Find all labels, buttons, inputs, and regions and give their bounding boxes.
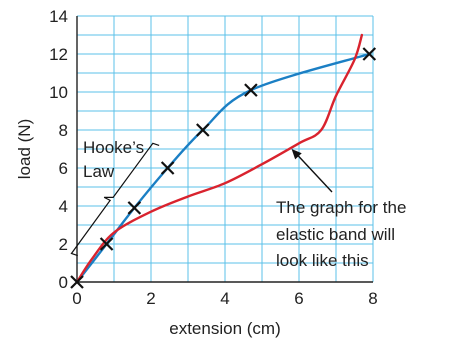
marker-layer — [70, 47, 377, 289]
x-tick-label: 2 — [146, 289, 155, 308]
data-point-marker — [160, 161, 175, 175]
data-point-marker — [196, 123, 210, 137]
data-point-marker — [362, 47, 377, 61]
elastic-band-arrowhead — [291, 149, 302, 160]
marker-stroke — [70, 275, 84, 289]
y-tick-label: 2 — [59, 235, 68, 254]
y-tick-label: 6 — [59, 159, 68, 178]
y-tick-label: 10 — [49, 83, 68, 102]
data-point-marker — [70, 275, 84, 289]
x-tick-label: 4 — [220, 289, 229, 308]
y-tick-label: 14 — [49, 7, 68, 26]
elastic-band-label-line-2: elastic band will — [276, 225, 395, 244]
x-tick-label: 6 — [294, 289, 303, 308]
y-tick-label: 8 — [59, 121, 68, 140]
marker-stroke — [362, 47, 377, 61]
hookes-law-bracket — [70, 142, 160, 257]
elastic-band-label-line-3: look like this — [276, 251, 369, 270]
elastic-band-arrow — [295, 152, 333, 193]
y-tick-label: 0 — [59, 273, 68, 292]
x-axis-label: extension (cm) — [169, 319, 280, 338]
x-tick-label: 0 — [72, 289, 81, 308]
data-point-marker — [127, 201, 142, 215]
marker-stroke — [244, 83, 258, 97]
tick-labels: 0 2 4 6 8 0 2 4 6 8 10 12 14 — [49, 7, 378, 308]
hookes-law-label-line-2: Law — [83, 162, 115, 181]
data-point-marker — [244, 83, 258, 97]
marker-stroke — [127, 201, 142, 215]
marker-stroke — [99, 237, 114, 251]
chart-axes — [76, 16, 373, 283]
series-line-2 — [75, 33, 364, 284]
y-tick-label: 12 — [49, 45, 68, 64]
y-axis-label: load (N) — [15, 119, 34, 179]
data-point-marker — [99, 237, 114, 251]
marker-stroke — [196, 123, 210, 137]
hookes-law-label-line-1: Hooke’s — [83, 138, 144, 157]
y-tick-label: 4 — [59, 197, 68, 216]
x-tick-label: 8 — [368, 289, 377, 308]
elastic-band-label-line-1: The graph for the — [276, 198, 406, 217]
marker-stroke — [160, 161, 175, 175]
series-layer — [75, 33, 371, 284]
